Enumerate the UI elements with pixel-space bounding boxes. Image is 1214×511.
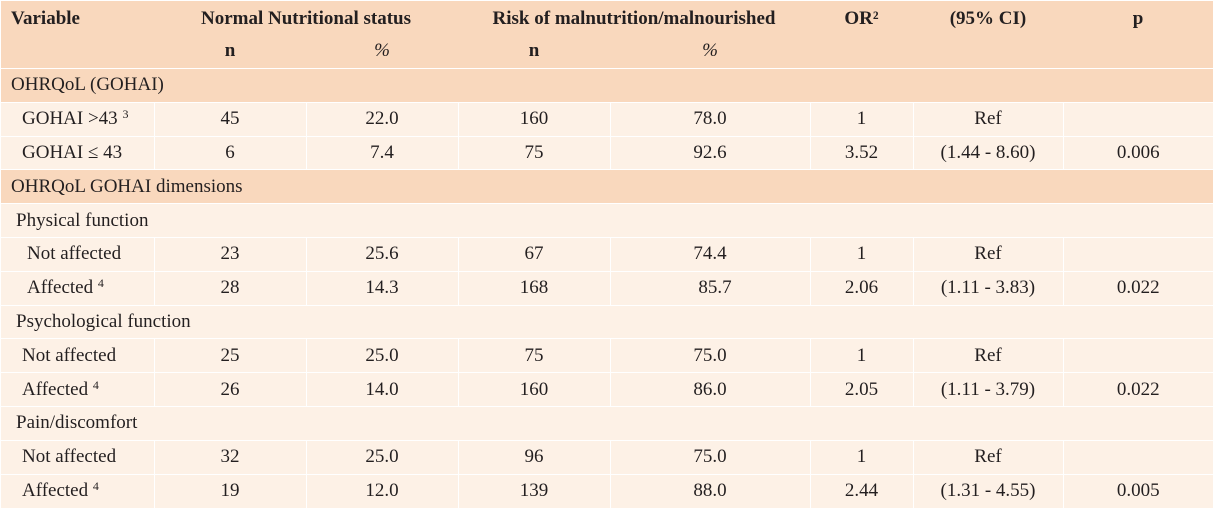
cell-pct-normal: 14.3 bbox=[305, 270, 458, 306]
row-label: Affected 4 bbox=[1, 473, 154, 508]
cell-pct-risk: 74.4 bbox=[609, 237, 810, 272]
cell-p: 0.006 bbox=[1062, 135, 1213, 170]
header-normal-status: Normal Nutritional status bbox=[154, 1, 458, 35]
cell-ci: Ref bbox=[912, 439, 1063, 475]
header-p: p bbox=[1063, 1, 1213, 35]
cell-n-risk: 75 bbox=[457, 135, 610, 170]
row-label: Not affected bbox=[1, 338, 154, 373]
cell-ci: Ref bbox=[912, 101, 1063, 137]
cell-pct-risk: 85.7 bbox=[609, 270, 810, 306]
section-dimensions: OHRQoL GOHAI dimensions bbox=[1, 169, 1213, 204]
cell-n-risk: 75 bbox=[457, 338, 610, 373]
header-variable: Variable bbox=[1, 1, 154, 35]
subsection-row-psychological: Psychological function bbox=[1, 304, 1213, 339]
cell-pct-normal: 25.6 bbox=[305, 237, 458, 272]
cell-n-normal: 25 bbox=[153, 338, 306, 373]
cell-pct-risk: 75.0 bbox=[609, 439, 810, 475]
subsection-physical: Physical function bbox=[1, 203, 1213, 238]
cell-n-normal: 6 bbox=[153, 135, 306, 170]
header-row-1: Variable Normal Nutritional status Risk … bbox=[1, 1, 1213, 35]
table-row: Affected 4 26 14.0 160 86.0 2.05 (1.11 -… bbox=[1, 372, 1213, 407]
row-label: Affected 4 bbox=[1, 372, 154, 407]
cell-n-risk: 139 bbox=[457, 473, 610, 508]
table-row: Affected 4 19 12.0 139 88.0 2.44 (1.31 -… bbox=[1, 473, 1213, 508]
cell-pct-risk: 88.0 bbox=[609, 473, 810, 508]
cell-p: 0.022 bbox=[1062, 372, 1213, 407]
cell-ci: (1.11 - 3.83) bbox=[912, 270, 1063, 306]
subsection-row-physical: Physical function bbox=[1, 203, 1213, 238]
cell-n-risk: 67 bbox=[457, 237, 610, 272]
cell-n-normal: 23 bbox=[153, 237, 306, 272]
cell-n-normal: 19 bbox=[153, 473, 306, 508]
cell-or: 3.52 bbox=[809, 135, 913, 170]
header-n-normal: n bbox=[154, 34, 306, 69]
cell-pct-normal: 12.0 bbox=[305, 473, 458, 508]
cell-pct-normal: 25.0 bbox=[305, 338, 458, 373]
row-label: Not affected bbox=[1, 237, 154, 272]
header-pct-risk: % bbox=[610, 34, 810, 69]
table-row: GOHAI ≤ 43 6 7.4 75 92.6 3.52 (1.44 - 8.… bbox=[1, 135, 1213, 170]
cell-pct-normal: 7.4 bbox=[305, 135, 458, 170]
header-row-2: n % n % bbox=[1, 34, 1213, 69]
cell-ci: Ref bbox=[912, 237, 1063, 272]
cell-or: 2.44 bbox=[809, 473, 913, 508]
cell-or: 1 bbox=[809, 338, 913, 373]
cell-n-risk: 96 bbox=[457, 439, 610, 475]
row-label: GOHAI >43 3 bbox=[1, 101, 154, 137]
table-row: Not affected 23 25.6 67 74.4 1 Ref bbox=[1, 237, 1213, 272]
cell-n-normal: 45 bbox=[153, 101, 306, 137]
table-row: GOHAI >43 3 45 22.0 160 78.0 1 Ref bbox=[1, 101, 1213, 137]
section-gohai: OHRQoL (GOHAI) bbox=[1, 68, 1213, 103]
cell-p bbox=[1062, 101, 1213, 137]
header-or: OR² bbox=[810, 1, 913, 35]
table-row: Not affected 25 25.0 75 75.0 1 Ref bbox=[1, 338, 1213, 373]
table-row: Not affected 32 25.0 96 75.0 1 Ref bbox=[1, 439, 1213, 475]
header-n-risk: n bbox=[458, 34, 610, 69]
cell-pct-normal: 25.0 bbox=[305, 439, 458, 475]
cell-p bbox=[1062, 237, 1213, 272]
section-row-gohai: OHRQoL (GOHAI) bbox=[1, 68, 1213, 103]
cell-pct-risk: 75.0 bbox=[609, 338, 810, 373]
cell-or: 2.05 bbox=[809, 372, 913, 407]
header-ci: (95% CI) bbox=[913, 1, 1063, 35]
cell-ci: (1.44 - 8.60) bbox=[912, 135, 1063, 170]
table-row: Affected 4 28 14.3 168 85.7 2.06 (1.11 -… bbox=[1, 270, 1213, 306]
cell-or: 1 bbox=[809, 439, 913, 475]
cell-ci: (1.11 - 3.79) bbox=[912, 372, 1063, 407]
header-pct-normal: % bbox=[306, 34, 458, 69]
row-label: Affected 4 bbox=[1, 270, 154, 306]
cell-n-normal: 28 bbox=[153, 270, 306, 306]
cell-p bbox=[1062, 439, 1213, 475]
cell-n-risk: 160 bbox=[457, 372, 610, 407]
cell-pct-risk: 92.6 bbox=[609, 135, 810, 170]
header-risk-malnutrition: Risk of malnutrition/malnourished bbox=[458, 1, 810, 35]
subsection-psychological: Psychological function bbox=[1, 304, 1213, 339]
cell-pct-normal: 14.0 bbox=[305, 372, 458, 407]
cell-pct-risk: 86.0 bbox=[609, 372, 810, 407]
subsection-row-pain: Pain/discomfort bbox=[1, 406, 1213, 441]
cell-n-risk: 160 bbox=[457, 101, 610, 137]
cell-or: 2.06 bbox=[809, 270, 913, 306]
cell-p: 0.005 bbox=[1062, 473, 1213, 508]
cell-or: 1 bbox=[809, 101, 913, 137]
row-label: GOHAI ≤ 43 bbox=[1, 135, 154, 170]
cell-n-normal: 32 bbox=[153, 439, 306, 475]
cell-n-normal: 26 bbox=[153, 372, 306, 407]
cell-pct-normal: 22.0 bbox=[305, 101, 458, 137]
cell-ci: Ref bbox=[912, 338, 1063, 373]
cell-p: 0.022 bbox=[1062, 270, 1213, 306]
cell-pct-risk: 78.0 bbox=[609, 101, 810, 137]
cell-or: 1 bbox=[809, 237, 913, 272]
row-label: Not affected bbox=[1, 439, 154, 475]
cell-p bbox=[1062, 338, 1213, 373]
cell-ci: (1.31 - 4.55) bbox=[912, 473, 1063, 508]
subsection-pain: Pain/discomfort bbox=[1, 406, 1213, 441]
section-row-dimensions: OHRQoL GOHAI dimensions bbox=[1, 169, 1213, 204]
cell-n-risk: 168 bbox=[457, 270, 610, 306]
